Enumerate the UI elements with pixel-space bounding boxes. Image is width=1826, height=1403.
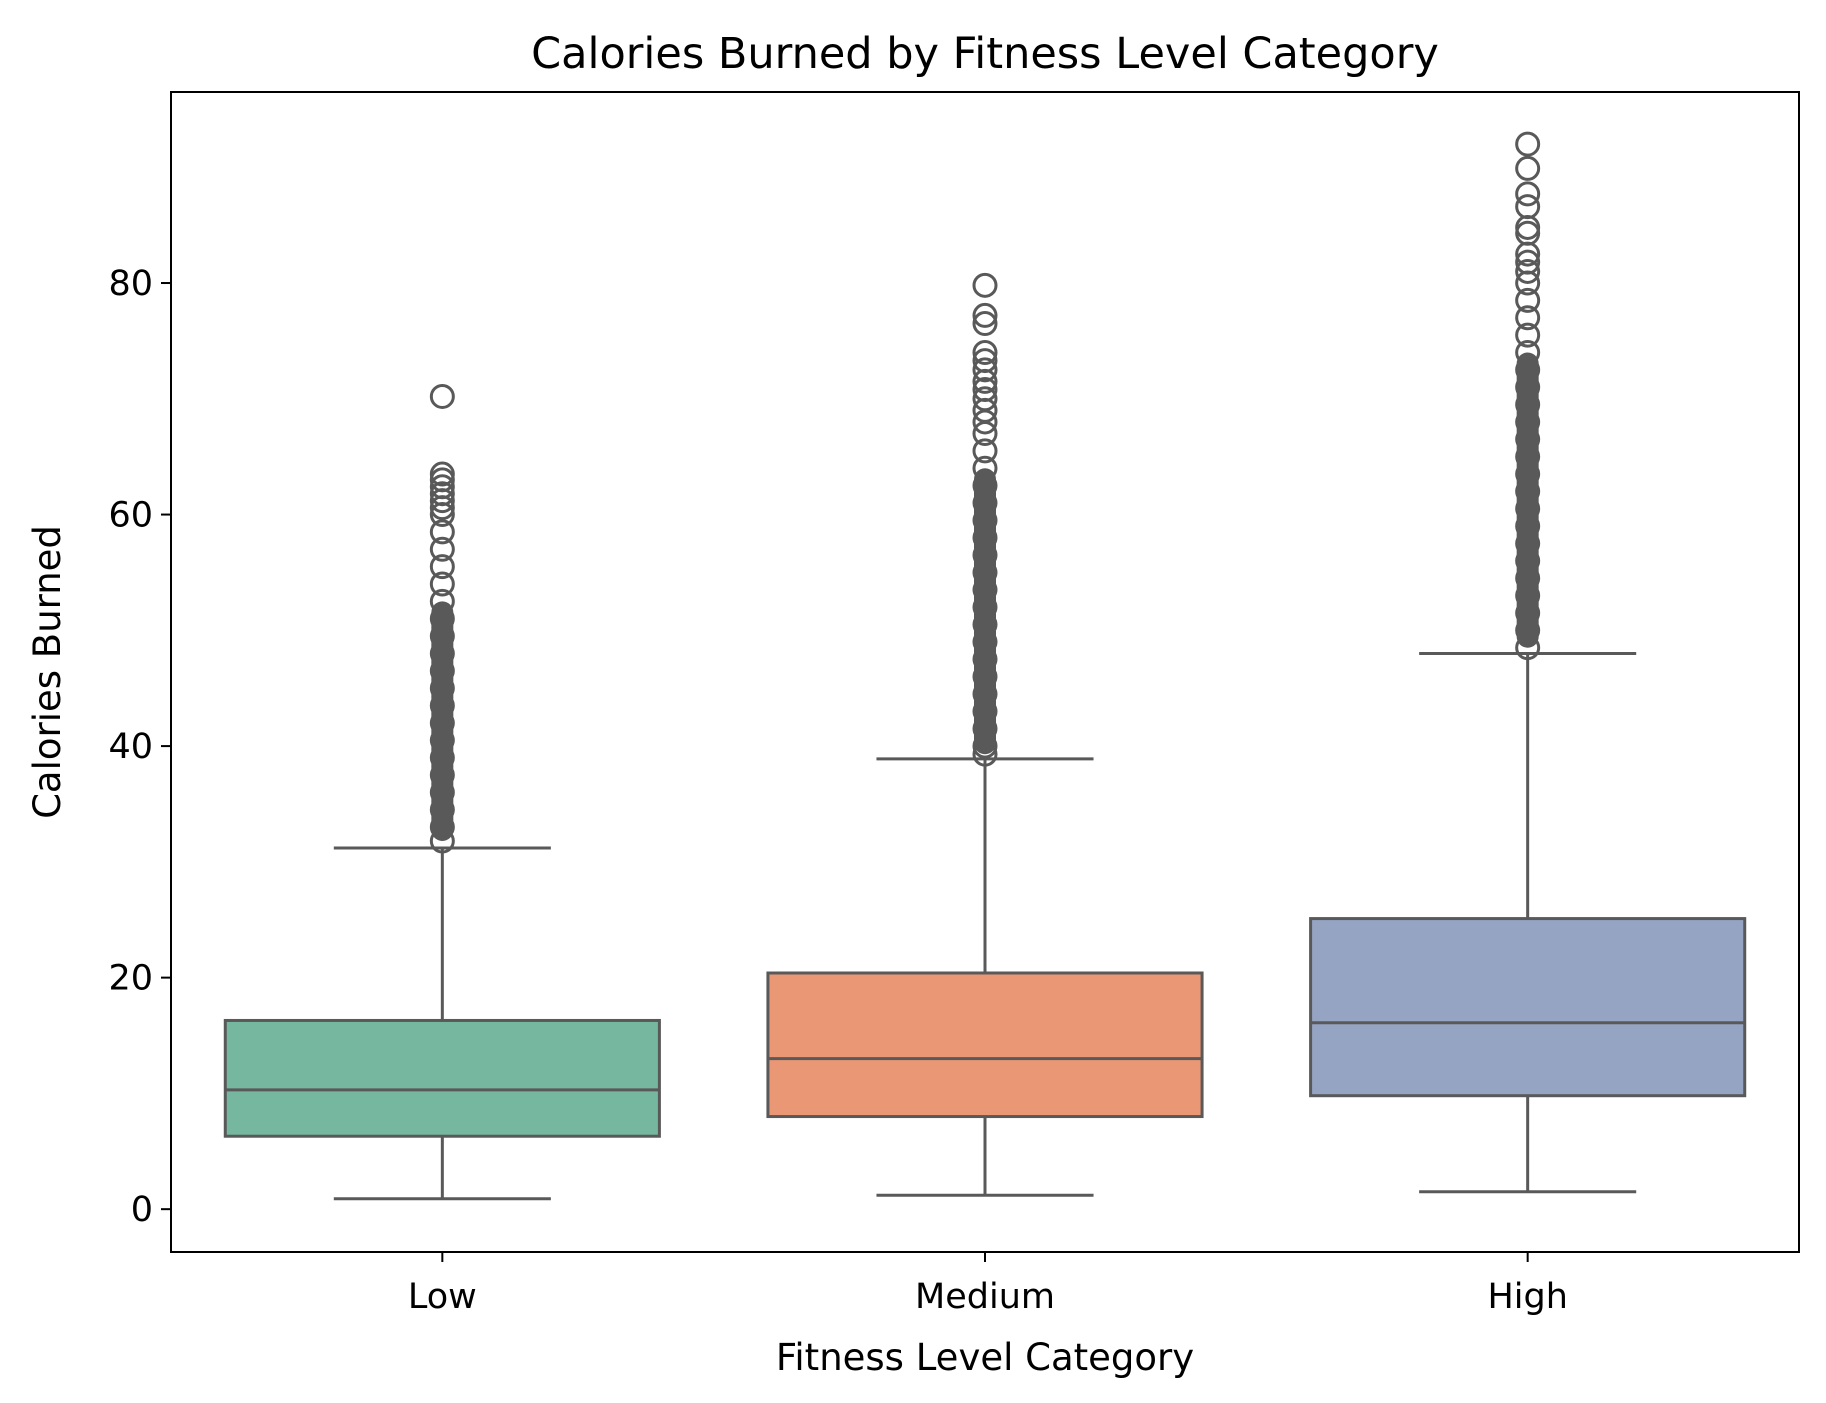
box-iqr-high (1309, 917, 1747, 1098)
x-axis-label: Fitness Level Category (776, 1336, 1194, 1379)
outlier-point-low (429, 519, 455, 545)
outlier-point-high (1515, 322, 1541, 348)
outlier-point-medium (972, 311, 998, 337)
outlier-dense-band-low (431, 601, 454, 842)
y-tick-label: 60 (108, 496, 153, 536)
outlier-point-medium (972, 302, 998, 328)
box-group-medium (766, 272, 1204, 1197)
outlier-point-high (1515, 155, 1541, 181)
outlier-point-low (429, 554, 455, 580)
box-iqr-medium (766, 971, 1204, 1119)
outlier-point-low (429, 495, 455, 521)
outlier-point-medium (972, 357, 998, 383)
outlier-point-medium (972, 421, 998, 447)
marks-layer (223, 131, 1747, 1201)
box-iqr-low (223, 1018, 661, 1138)
y-tick-label: 20 (108, 959, 153, 999)
outlier-point-medium (972, 339, 998, 365)
outlier-point-high (1515, 131, 1541, 157)
outlier-point-low (429, 488, 455, 514)
chart-title: Calories Burned by Fitness Level Categor… (531, 29, 1439, 79)
y-tick-label: 80 (108, 264, 153, 304)
outlier-point-medium (972, 438, 998, 464)
outlier-point-high (1515, 270, 1541, 296)
outlier-point-low (429, 536, 455, 562)
x-tick-label-low: Low (408, 1277, 477, 1317)
y-axis-label: Calories Burned (26, 525, 69, 819)
outlier-point-low (429, 502, 455, 528)
outlier-point-high (1515, 305, 1541, 331)
box-group-high (1309, 131, 1747, 1194)
box-group-low (223, 383, 661, 1201)
outlier-point-high (1515, 258, 1541, 284)
x-tick-label-high: High (1487, 1277, 1567, 1317)
outlier-point-low (429, 383, 455, 409)
outlier-point-low (429, 571, 455, 597)
x-tick-label-medium: Medium (915, 1277, 1055, 1317)
outlier-point-high (1515, 241, 1541, 267)
outlier-point-medium (972, 409, 998, 435)
y-tick-label: 40 (108, 727, 153, 767)
ticks-layer: 0 20 40 60 80 Low Medium High (108, 264, 1567, 1317)
outlier-dense-band-medium (974, 468, 996, 755)
outlier-dense-band-high (1516, 352, 1539, 648)
outlier-point-high (1515, 181, 1541, 207)
outlier-point-medium (972, 272, 998, 298)
outlier-point-high (1515, 287, 1541, 313)
y-tick-label: 0 (131, 1190, 153, 1230)
outlier-point-medium (972, 368, 998, 394)
